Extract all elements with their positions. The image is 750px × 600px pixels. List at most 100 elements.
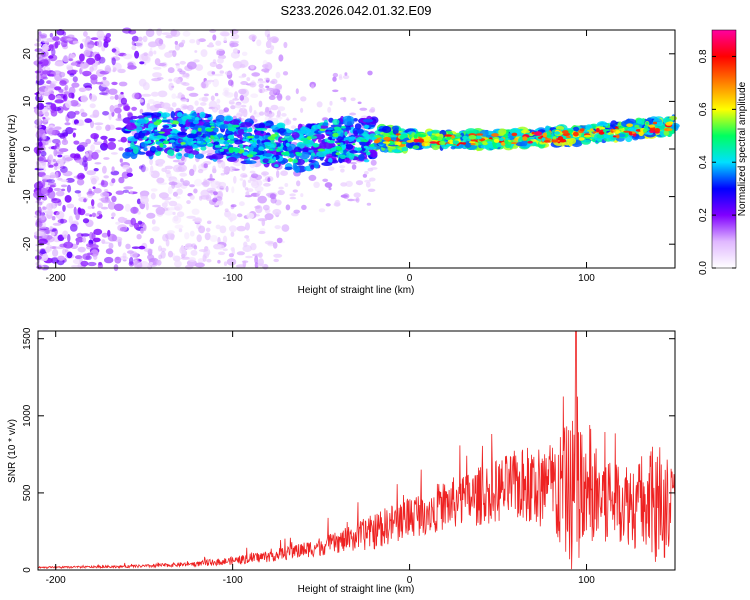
spectrogram-cell [234, 139, 244, 145]
spectrogram-cell [134, 50, 140, 59]
spectrogram-cell [203, 93, 209, 97]
spectrogram-cell [122, 151, 131, 159]
spectrogram-cell [167, 186, 173, 195]
spectrogram-cell [111, 195, 117, 203]
spectrogram-cell [91, 212, 96, 218]
spectrogram-cell [217, 200, 224, 206]
spectrogram-cell [626, 123, 633, 127]
spectrogram-cell [254, 134, 260, 139]
spectrogram-cell [65, 100, 72, 109]
spectrogram-cell [280, 138, 286, 141]
spectrogram-cell [246, 154, 254, 158]
spectrogram-cell [521, 129, 531, 134]
spectrogram-cell [42, 116, 46, 120]
spectrogram-cell [321, 162, 333, 166]
spectrogram-cell [195, 64, 204, 71]
spectrogram-cell [344, 126, 352, 131]
spectrogram-cell [352, 143, 356, 146]
spectrogram-cell [83, 49, 91, 57]
spectrogram-cell [240, 81, 248, 85]
x-tick-label: -200 [46, 273, 66, 284]
spectrogram-cell [37, 206, 42, 214]
spectrogram-cell [101, 199, 112, 204]
spectrogram-cell [98, 33, 106, 37]
spectrogram-cell [370, 167, 378, 170]
spectrogram-cell [244, 235, 250, 239]
spectrogram-cell [108, 138, 116, 142]
spectrogram-cell [109, 105, 115, 113]
spectrogram-cell [35, 190, 42, 197]
spectrogram-cell [191, 112, 197, 116]
y-tick-label: 0 [22, 146, 33, 152]
spectrogram-cell [111, 178, 116, 184]
spectrogram-cell [500, 141, 506, 146]
spectrogram-cell [366, 146, 377, 150]
spectrogram-cell [267, 136, 276, 141]
spectrogram-cell [189, 168, 195, 176]
spectrogram-cell [616, 134, 620, 139]
spectrogram-cell [269, 193, 277, 200]
spectrogram-cell [76, 240, 80, 245]
spectrogram-cell [254, 255, 259, 264]
spectrogram-cell [270, 45, 275, 51]
spectrogram-cell [113, 203, 124, 211]
spectrogram-cell [89, 66, 94, 73]
spectrogram-cell [261, 171, 269, 176]
spectrogram-cell [268, 113, 272, 119]
spectrogram-cell [182, 105, 189, 109]
spectrogram-cell [232, 48, 239, 54]
spectrogram-cell [216, 98, 221, 104]
spectrogram-cell [82, 253, 91, 260]
spectrogram-cell [87, 205, 93, 210]
spectrogram-cell [153, 121, 161, 126]
spectrogram-cell [235, 113, 243, 118]
spectrogram-cell [230, 105, 236, 110]
spectrogram-cell [353, 130, 359, 137]
spectrogram-cell [94, 162, 102, 165]
spectrogram-cell [102, 111, 110, 116]
spectrogram-cell [41, 181, 46, 187]
spectrogram-cell [326, 127, 334, 131]
spectrogram-cell [362, 173, 368, 178]
spectrogram-cell [234, 103, 242, 109]
spectrogram-cell [250, 64, 255, 70]
spectrogram-cell [66, 38, 73, 41]
spectrogram-cell [173, 215, 179, 222]
spectrogram-cell [97, 202, 103, 208]
spectrogram-cell [66, 111, 76, 119]
spectrogram-cell [289, 193, 296, 197]
spectrogram-cell [160, 112, 171, 118]
spectrogram-cell [38, 155, 46, 164]
spectrogram-cell [182, 30, 191, 37]
spectrogram-cell [96, 40, 103, 48]
spectrogram-cell [139, 99, 144, 103]
spectrogram-cell [230, 51, 240, 59]
spectrogram-cell [282, 71, 289, 76]
spectrogram-cell [47, 127, 56, 136]
spectrogram-cell [470, 139, 476, 142]
spectrogram-cell [69, 40, 73, 44]
spectrogram-cell [179, 60, 186, 65]
spectrogram-cell [80, 62, 84, 71]
spectrogram-cell [246, 188, 254, 193]
spectrogram-cell [181, 75, 188, 78]
spectrogram-cell [265, 85, 270, 89]
spectrogram-cell [191, 208, 200, 215]
spectrogram-cell [300, 193, 304, 198]
spectrogram-cell [254, 205, 261, 209]
spectrogram-cell [174, 203, 183, 211]
spectrogram-cell [50, 109, 58, 117]
spectrogram-cell [186, 200, 191, 205]
spectrogram-cell [196, 234, 202, 243]
spectrogram-cell [68, 86, 76, 95]
spectrogram-cell [70, 62, 78, 66]
spectrogram-cell [197, 127, 202, 132]
spectrogram-cell [45, 104, 50, 109]
spectrogram-cell [276, 148, 281, 153]
spectrogram-cell [123, 186, 134, 190]
spectrogram-cell [261, 68, 270, 73]
spectrogram-cell [69, 73, 75, 77]
